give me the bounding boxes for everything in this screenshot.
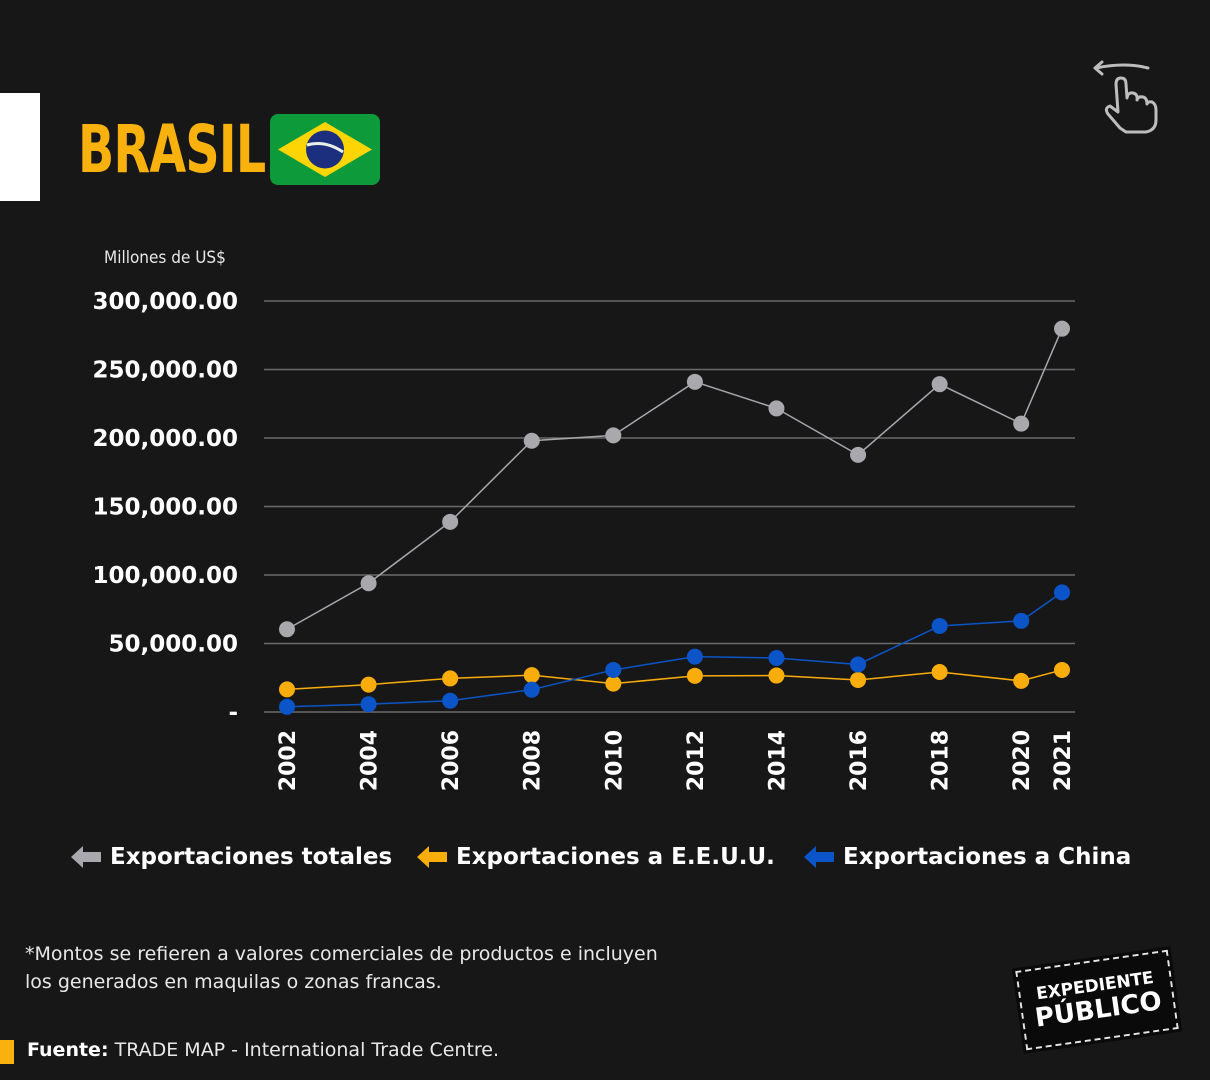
series-line xyxy=(286,591,1063,708)
data-point xyxy=(442,513,459,530)
legend-label: Exportaciones a E.E.U.U. xyxy=(456,844,775,870)
data-point xyxy=(768,667,785,684)
data-point xyxy=(360,676,377,693)
y-tick-label: 250,000.00 xyxy=(92,358,238,384)
data-point xyxy=(1013,612,1030,629)
arrow-left-icon xyxy=(804,846,834,868)
data-point xyxy=(523,432,540,449)
data-point xyxy=(360,575,377,592)
data-point xyxy=(279,621,295,638)
source-citation: Fuente: TRADE MAP - International Trade … xyxy=(27,1039,499,1061)
y-tick-label: 100,000.00 xyxy=(92,563,238,589)
legend-item-china: Exportaciones a China xyxy=(803,840,1131,874)
x-tick-label: 2014 xyxy=(765,730,790,791)
legend-item-total: Exportaciones totales xyxy=(70,840,392,874)
data-point xyxy=(1054,661,1070,678)
x-axis-ticks: 2002 2004 2006 2008 2010 2012 2014 2016 2018 2020… xyxy=(276,730,1076,791)
data-point xyxy=(931,376,948,393)
data-point xyxy=(686,667,703,684)
data-point xyxy=(442,670,459,687)
y-tick-label: - xyxy=(228,700,238,726)
data-point xyxy=(850,656,867,673)
data-point xyxy=(850,446,867,463)
x-tick-label: 2002 xyxy=(276,730,301,791)
x-tick-label: 2008 xyxy=(521,730,546,791)
series-layer xyxy=(279,320,1070,715)
series-0 xyxy=(279,320,1070,638)
data-point xyxy=(1054,584,1070,601)
x-tick-label: 2018 xyxy=(929,730,954,791)
white-accent-bar xyxy=(0,93,40,201)
swipe-left-hand-icon xyxy=(1093,60,1158,134)
y-tick-label: 300,000.00 xyxy=(92,289,238,315)
data-point xyxy=(1054,320,1070,337)
footnote-line: *Montos se refieren a valores comerciale… xyxy=(25,943,658,965)
page-title: BRASIL xyxy=(78,111,266,188)
y-axis-unit-label: Millones de US$ xyxy=(104,248,226,268)
line-chart: - 50,000.00 100,000.00 150,000.00 200,000.00… xyxy=(92,289,1076,791)
series-2 xyxy=(279,584,1070,715)
data-point xyxy=(605,427,622,444)
footnote-line: los generados en maquilas o zonas franca… xyxy=(25,971,442,993)
data-point xyxy=(768,650,785,667)
x-tick-label: 2021 xyxy=(1051,730,1076,791)
legend: Exportaciones totales Exportaciones a E.… xyxy=(0,840,1210,874)
series-1 xyxy=(279,661,1070,698)
x-tick-label: 2010 xyxy=(602,730,627,791)
data-point xyxy=(1013,672,1030,689)
source-text: TRADE MAP - International Trade Centre. xyxy=(108,1039,500,1061)
x-tick-label: 2012 xyxy=(684,730,709,791)
series-line xyxy=(286,328,1063,630)
arrow-left-icon xyxy=(71,846,101,868)
data-point xyxy=(768,400,785,417)
data-point xyxy=(931,617,948,634)
data-point xyxy=(931,663,948,680)
y-tick-label: 200,000.00 xyxy=(92,426,238,452)
data-point xyxy=(605,661,622,678)
data-point xyxy=(1013,415,1030,432)
arrow-left-icon xyxy=(417,846,447,868)
data-point xyxy=(686,373,703,390)
x-tick-label: 2006 xyxy=(439,730,464,791)
data-point xyxy=(850,671,867,688)
x-tick-label: 2004 xyxy=(358,730,383,791)
data-point xyxy=(279,698,295,715)
brazil-flag-icon xyxy=(270,114,380,185)
legend-label: Exportaciones totales xyxy=(110,844,393,870)
gridlines xyxy=(264,300,1075,713)
data-point xyxy=(686,648,703,665)
x-tick-label: 2020 xyxy=(1010,730,1035,791)
y-tick-label: 150,000.00 xyxy=(92,495,238,521)
legend-item-usa: Exportaciones a E.E.U.U. xyxy=(416,840,775,874)
expediente-publico-logo: EXPEDIENTE PÚBLICO xyxy=(1011,945,1183,1055)
data-point xyxy=(523,681,540,698)
x-tick-label: 2016 xyxy=(847,730,872,791)
source-label: Fuente: xyxy=(27,1039,109,1061)
source-marker xyxy=(0,1040,14,1064)
data-point xyxy=(442,692,459,709)
data-point xyxy=(605,675,622,692)
data-point xyxy=(279,681,295,698)
footnote: *Montos se refieren a valores comerciale… xyxy=(25,940,665,996)
y-axis-ticks: - 50,000.00 100,000.00 150,000.00 200,000.00… xyxy=(92,289,238,726)
y-tick-label: 50,000.00 xyxy=(109,632,239,658)
data-point xyxy=(360,696,377,713)
legend-label: Exportaciones a China xyxy=(843,844,1132,870)
data-point xyxy=(523,667,540,684)
